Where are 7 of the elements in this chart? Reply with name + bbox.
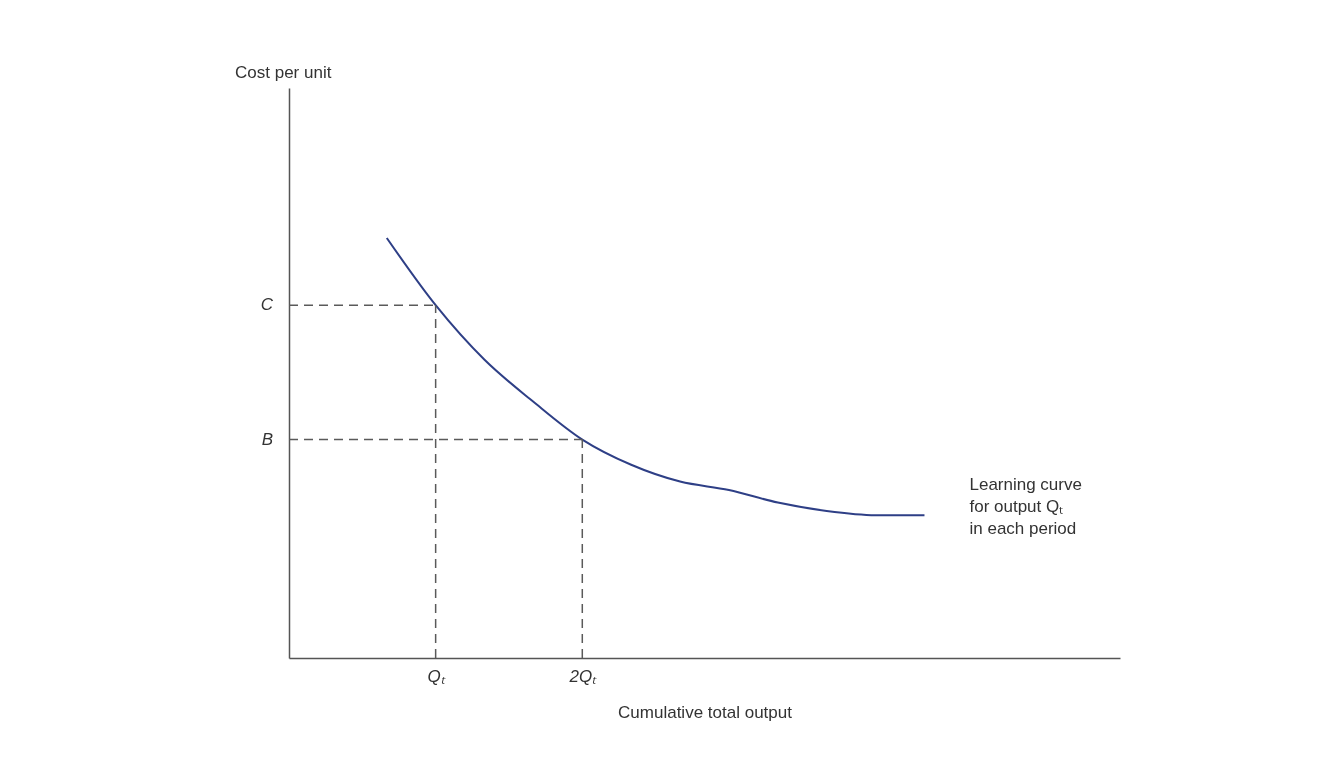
ref-line-label: C bbox=[260, 295, 274, 315]
x-tick-label: Qₜ bbox=[427, 666, 446, 686]
x-axis-title: Cumulative total output bbox=[618, 702, 793, 722]
x-tick-label: 2Qₜ bbox=[568, 666, 598, 686]
ref-line-label: B bbox=[261, 429, 273, 449]
text: Cost per unit bbox=[235, 63, 332, 82]
annotation: Learning curve for output Qₜ in each period bbox=[969, 475, 1082, 539]
